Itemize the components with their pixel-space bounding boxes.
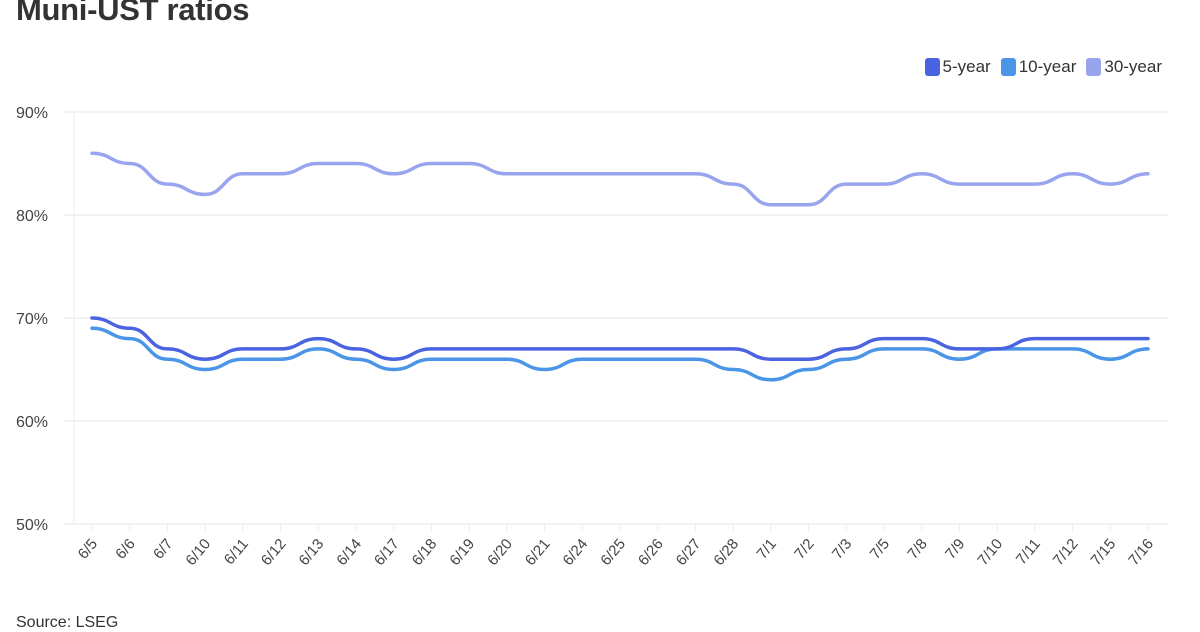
x-tick-label: 6/24: [560, 536, 592, 569]
source-note: Source: LSEG: [16, 614, 119, 631]
x-tick-label: 7/5: [867, 536, 893, 563]
x-tick-label: 6/26: [635, 536, 667, 569]
x-tick-label: 6/13: [296, 536, 328, 569]
y-tick-label: 50%: [16, 517, 48, 534]
legend-swatch-10-year: [1000, 58, 1016, 76]
x-tick-label: 6/11: [221, 536, 252, 568]
legend-item-30-year[interactable]: 30-year: [1086, 57, 1162, 77]
series-line-30-year[interactable]: [90, 151, 1150, 207]
x-tick-label: 7/10: [974, 536, 1006, 569]
legend: 5-year 10-year 30-year: [924, 57, 1162, 77]
x-tick-label: 6/20: [484, 536, 516, 569]
x-tick-label: 6/18: [409, 536, 441, 569]
legend-label: 5-year: [942, 57, 991, 76]
x-tick-label: 6/19: [446, 536, 478, 569]
legend-item-5-year[interactable]: 5-year: [924, 57, 991, 77]
x-tick-label: 6/10: [182, 536, 214, 569]
x-tick-label: 7/1: [753, 536, 779, 563]
legend-label: 30-year: [1104, 57, 1162, 76]
y-axis: 50% 60% 70% 80% 90%: [16, 105, 48, 534]
x-tick-label: 6/14: [333, 536, 365, 569]
x-tick-label: 7/15: [1088, 536, 1120, 569]
x-tick-label: 7/16: [1125, 536, 1157, 569]
x-tick-label: 6/7: [150, 536, 176, 563]
y-tick-label: 90%: [16, 105, 48, 122]
x-tick-label: 6/25: [597, 536, 629, 569]
y-tick-label: 70%: [16, 311, 48, 328]
x-tick-label: 7/9: [942, 536, 968, 563]
legend-swatch-5-year: [924, 58, 940, 76]
x-tick-label: 7/12: [1050, 536, 1082, 569]
series-line-5-year[interactable]: [90, 316, 1150, 361]
gridlines: [64, 111, 1168, 525]
series-lines: [90, 151, 1150, 382]
x-tick-label: 6/21: [522, 536, 554, 569]
x-tick-label: 6/12: [258, 536, 290, 569]
x-tick-label: 7/8: [904, 536, 930, 563]
chart-title: Muni-UST ratios: [16, 0, 250, 27]
y-tick-label: 80%: [16, 208, 48, 225]
x-tick-label: 6/5: [75, 536, 101, 563]
legend-swatch-30-year: [1086, 58, 1102, 76]
x-axis: 6/5 6/6 6/7 6/10 6/11 6/12 6/13 6/14 6/17 6/18 6/1…: [75, 524, 1157, 569]
x-tick-label: 7/2: [791, 536, 817, 563]
x-tick-label: 7/3: [829, 536, 855, 563]
x-tick-label: 6/28: [710, 536, 742, 569]
x-tick-label: 6/27: [673, 536, 705, 569]
x-tick-label: 7/11: [1013, 536, 1044, 568]
y-tick-label: 60%: [16, 414, 48, 431]
x-tick-label: 6/6: [112, 536, 138, 563]
x-tick-label: 6/17: [371, 536, 403, 569]
legend-label: 10-year: [1018, 57, 1077, 76]
series-line-10-year[interactable]: [90, 326, 1150, 382]
legend-item-10-year[interactable]: 10-year: [1000, 57, 1077, 77]
